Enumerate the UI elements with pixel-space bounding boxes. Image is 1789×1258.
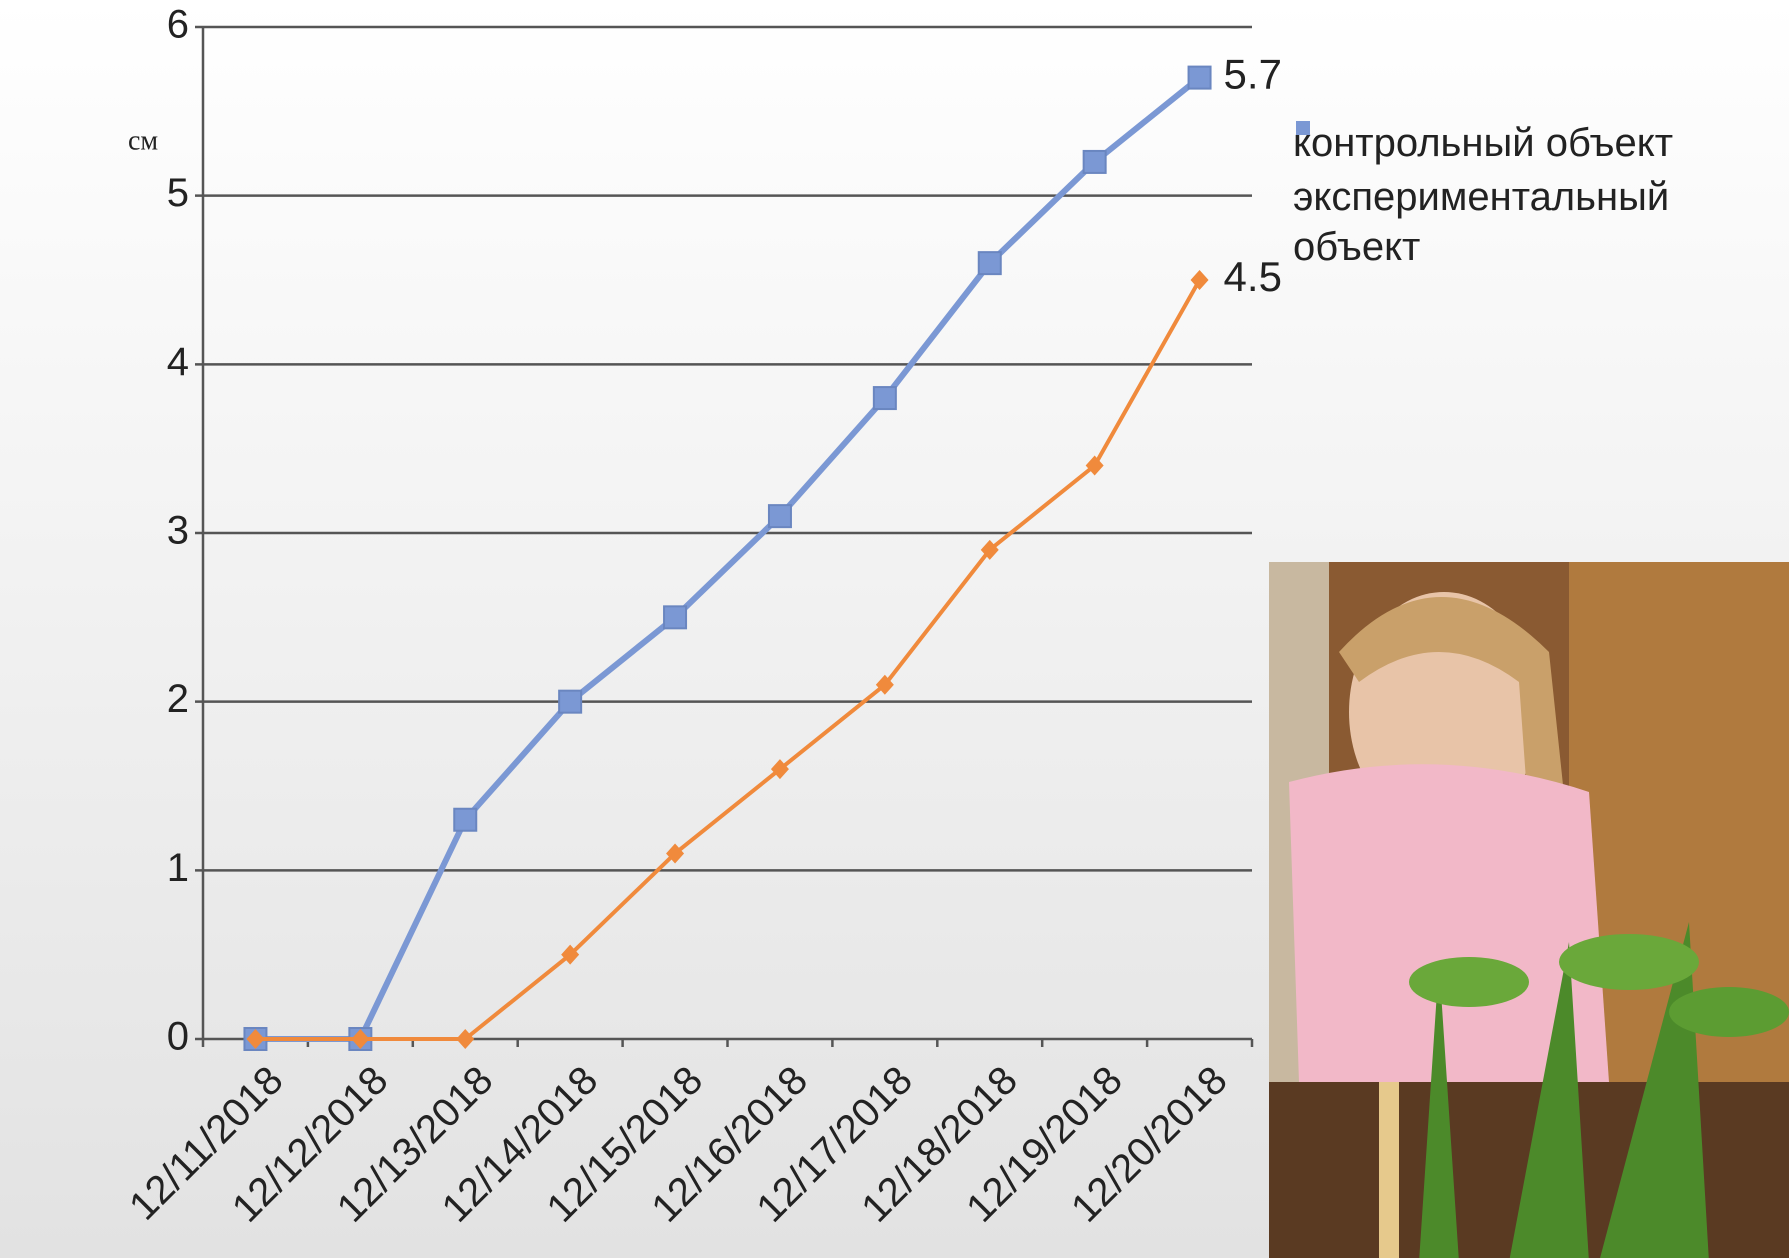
point [1082, 149, 1107, 174]
point [666, 843, 685, 864]
point [980, 539, 999, 560]
series-line [255, 279, 1202, 1041]
legend-label: экспериментальный объект [1293, 175, 1670, 269]
point [1187, 65, 1212, 90]
legend-swatch [1296, 121, 1310, 135]
point [558, 689, 583, 714]
data-label: 5.7 [1224, 51, 1282, 98]
data-label: 4.5 [1224, 253, 1282, 300]
y-tick-label: 1 [167, 846, 189, 890]
point [1085, 455, 1104, 476]
legend-entry: экспериментальный объект [1293, 121, 1788, 272]
point [663, 605, 688, 630]
legend: контрольный объект экспериментальный объе… [1293, 118, 1788, 276]
point [453, 807, 478, 832]
point [1190, 270, 1209, 290]
point [977, 251, 1002, 276]
point [767, 504, 792, 529]
y-tick-label: 6 [167, 3, 189, 47]
point [875, 674, 894, 695]
y-axis-label: см [128, 125, 158, 156]
series-line [255, 75, 1202, 1042]
point [561, 944, 580, 965]
point [351, 1029, 370, 1049]
photo [1269, 562, 1789, 1258]
legend-label: контрольный объект [1293, 121, 1674, 165]
point [770, 759, 789, 780]
point [246, 1029, 265, 1049]
legend-entry: контрольный объект [1293, 118, 1788, 168]
y-tick-label: 2 [167, 677, 189, 721]
y-tick-label: 0 [167, 1015, 189, 1059]
point [456, 1029, 475, 1049]
point [872, 386, 897, 411]
y-tick-label: 5 [167, 171, 189, 215]
y-tick-label: 3 [167, 509, 189, 553]
y-tick-label: 4 [167, 340, 189, 384]
